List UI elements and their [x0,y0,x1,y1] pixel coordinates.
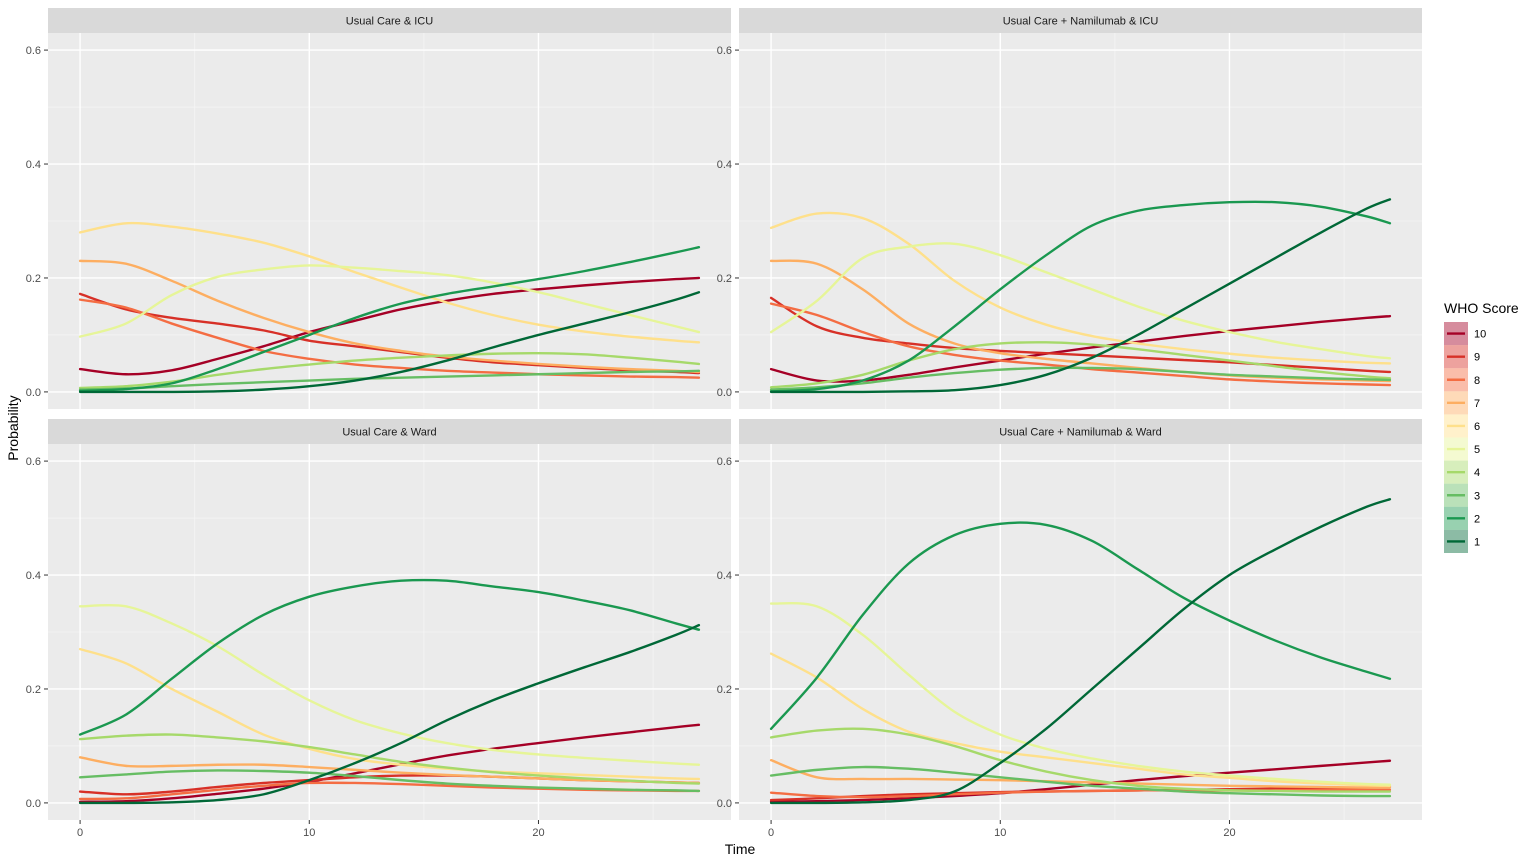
x-tick-label: 20 [1223,827,1235,839]
legend-label: 4 [1474,467,1480,479]
series-line-who-3 [769,765,1392,798]
x-tick-label: 10 [303,827,315,839]
legend-key-who-1: 1 [1444,529,1480,553]
y-tick-label: 0.6 [717,456,732,468]
series-line-who-2 [78,246,701,392]
series-line-who-5 [769,242,1392,360]
series-line-who-6 [78,221,701,344]
facet-strip [739,8,1422,33]
y-tick-label: 0.0 [717,387,732,399]
facet-title: Usual Care + Namilumab & Ward [999,427,1162,439]
y-tick-label: 0.0 [717,798,732,810]
series-line-who-10 [78,276,701,376]
legend-label: 10 [1474,329,1486,341]
facet-strip [48,419,731,444]
y-tick-label: 0.6 [717,45,732,57]
series-line-who-1 [769,498,1392,805]
legend-label: 7 [1474,398,1480,410]
y-tick-label: 0.2 [717,684,732,696]
facet-panel: Usual Care & ICU 0.0 0.2 0.4 0.6 [26,8,731,409]
series-line-who-6 [769,211,1392,365]
legend-label: 5 [1474,444,1480,456]
x-axis-label: Time [725,841,756,857]
y-tick-label: 0.2 [717,273,732,285]
facet-strip [739,419,1422,444]
y-tick-label: 0.4 [717,570,732,582]
facet-panel: Usual Care & Ward 0.0 0.2 0.4 0.6 0 10 20 [26,419,731,839]
legend-label: 8 [1474,375,1480,387]
y-tick-label: 0.0 [26,798,41,810]
legend-key-who-6: 6 [1444,414,1480,438]
series-line-who-6 [78,647,701,781]
y-tick-label: 0.4 [26,159,41,171]
legend-label: 9 [1474,352,1480,364]
series-line-who-5 [78,603,701,766]
legend: WHO Score 10 9 8 7 6 5 4 3 2 1 [1444,300,1519,553]
legend-title: WHO Score [1444,300,1519,316]
legend-key-who-7: 7 [1444,391,1480,415]
series-line-who-3 [78,769,701,793]
series-line-who-2 [78,578,701,736]
facet-title: Usual Care & ICU [346,16,433,28]
facet-panel: Usual Care + Namilumab & Ward 0.0 0.2 0.4 0.… [717,419,1422,839]
series-line-who-8 [769,788,1392,799]
series-line-who-8 [78,298,701,379]
y-tick-label: 0.4 [717,159,732,171]
legend-key-who-9: 9 [1444,345,1480,369]
series-line-who-10 [769,314,1392,383]
series-line-who-6 [769,652,1392,788]
y-tick-label: 0.2 [26,273,41,285]
legend-label: 6 [1474,421,1480,433]
series-line-who-7 [78,259,701,374]
series-line-who-7 [769,758,1392,789]
legend-label: 2 [1474,513,1480,525]
series-line-who-1 [78,623,701,805]
x-tick-label: 0 [77,827,83,839]
y-tick-label: 0.0 [26,387,41,399]
legend-key-who-5: 5 [1444,437,1480,461]
facet-title: Usual Care + Namilumab & ICU [1003,16,1159,28]
legend-key-who-8: 8 [1444,368,1480,392]
series-line-who-4 [769,727,1392,793]
legend-label: 3 [1474,490,1480,502]
legend-key-who-4: 4 [1444,460,1480,484]
x-tick-label: 10 [994,827,1006,839]
series-line-who-1 [769,198,1392,394]
facet-strip [48,8,731,33]
series-line-who-1 [78,291,701,394]
y-tick-label: 0.2 [26,684,41,696]
series-line-who-5 [78,264,701,338]
facet-panel: Usual Care + Namilumab & ICU 0.0 0.2 0.4 0.6 [717,8,1422,409]
facet-title: Usual Care & Ward [342,427,436,439]
series-line-who-3 [78,369,701,391]
y-tick-label: 0.4 [26,570,41,582]
x-tick-label: 20 [532,827,544,839]
series-line-who-2 [769,521,1392,731]
legend-label: 1 [1474,536,1480,548]
series-line-who-5 [769,601,1392,786]
y-tick-label: 0.6 [26,45,41,57]
series-line-who-9 [769,296,1392,374]
x-tick-label: 0 [768,827,774,839]
y-tick-label: 0.6 [26,456,41,468]
legend-key-who-10: 10 [1444,322,1486,346]
series-line-who-3 [769,366,1392,391]
series-line-who-4 [769,341,1392,389]
series-line-who-2 [769,200,1392,393]
legend-key-who-2: 2 [1444,506,1480,530]
legend-key-who-3: 3 [1444,483,1480,507]
y-axis-label: Probability [5,395,21,460]
series-line-who-4 [78,733,701,785]
